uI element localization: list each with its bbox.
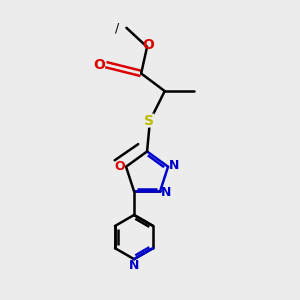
Text: N: N	[161, 186, 171, 200]
Text: S: S	[144, 114, 154, 128]
Text: N: N	[129, 259, 139, 272]
Text: O: O	[93, 58, 105, 72]
Text: /: /	[115, 21, 119, 34]
Text: O: O	[114, 160, 125, 173]
Text: O: O	[142, 38, 154, 52]
Text: N: N	[169, 159, 179, 172]
